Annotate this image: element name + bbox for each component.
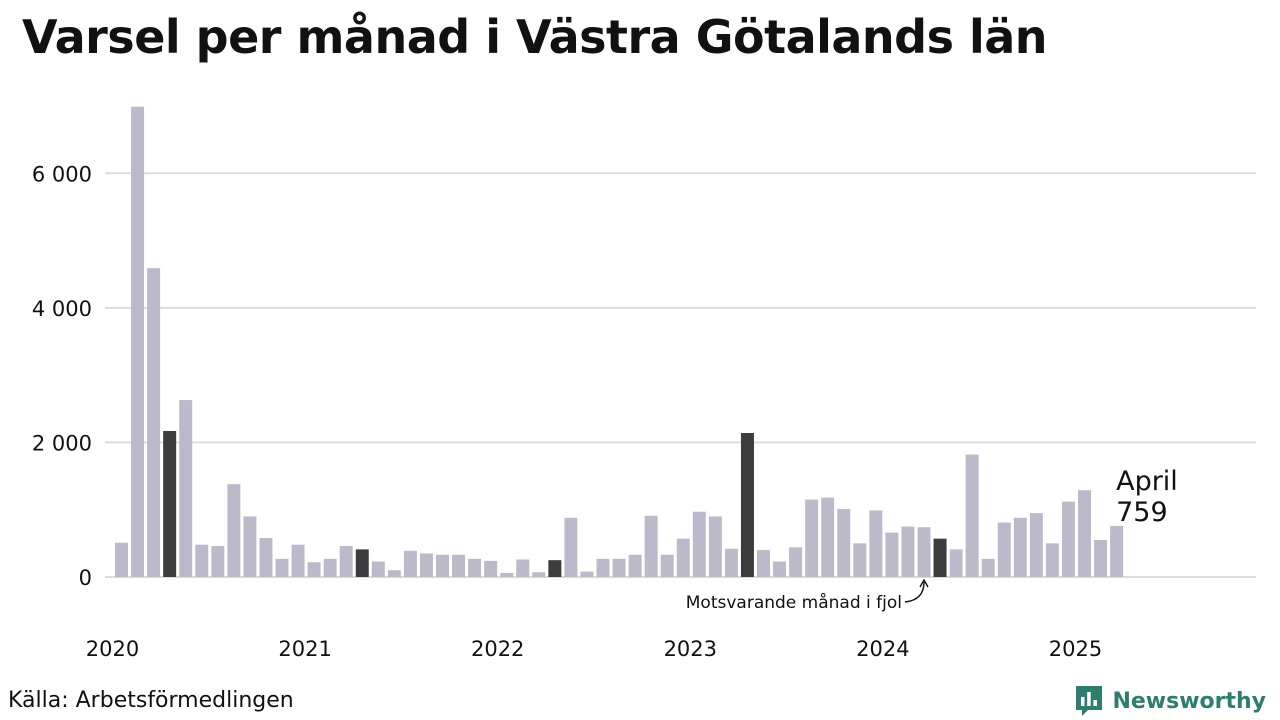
annotation-arrowhead bbox=[919, 578, 929, 588]
bar bbox=[484, 560, 498, 577]
bar bbox=[676, 538, 690, 577]
brand-name: Newsworthy bbox=[1112, 688, 1266, 714]
y-axis-labels: 0 2 000 4 000 6 000 bbox=[32, 162, 92, 590]
bar bbox=[243, 516, 257, 577]
bar bbox=[387, 570, 401, 577]
bar bbox=[468, 558, 482, 577]
x-tick-label: 2025 bbox=[1049, 637, 1102, 661]
bar bbox=[981, 558, 995, 577]
bar bbox=[227, 484, 241, 577]
callout-value: 759 bbox=[1116, 497, 1168, 528]
bar bbox=[323, 558, 337, 577]
bar bbox=[1078, 490, 1091, 577]
bar bbox=[692, 511, 706, 577]
bar bbox=[339, 546, 353, 577]
brand-logo: Newsworthy bbox=[1074, 684, 1266, 718]
source-note: Källa: Arbetsförmedlingen bbox=[8, 688, 294, 713]
bar bbox=[1013, 517, 1027, 577]
bar bbox=[949, 549, 963, 577]
bar bbox=[757, 550, 770, 577]
bar bbox=[163, 430, 177, 577]
bar bbox=[131, 106, 145, 578]
bar bbox=[1061, 501, 1075, 577]
bar bbox=[837, 509, 851, 577]
bar bbox=[901, 526, 915, 577]
bar bbox=[147, 268, 161, 577]
bar bbox=[1029, 513, 1043, 577]
bar bbox=[805, 499, 819, 577]
bar bbox=[179, 400, 193, 577]
x-tick-label: 2022 bbox=[471, 637, 524, 661]
bar bbox=[596, 558, 610, 577]
bar-chart-bubble-icon bbox=[1076, 686, 1103, 716]
bar bbox=[115, 542, 128, 577]
x-tick-label: 2023 bbox=[664, 637, 717, 661]
bar bbox=[789, 547, 803, 577]
bar bbox=[997, 522, 1011, 577]
bar bbox=[660, 554, 674, 577]
x-tick-label: 2024 bbox=[856, 637, 909, 661]
x-tick-label: 2020 bbox=[86, 637, 139, 661]
bar bbox=[516, 559, 530, 577]
bar bbox=[1045, 543, 1059, 577]
bar bbox=[724, 548, 738, 577]
bar bbox=[612, 558, 626, 577]
bar bbox=[885, 532, 899, 577]
bars bbox=[115, 106, 1124, 578]
bar bbox=[291, 544, 305, 577]
bar bbox=[403, 550, 417, 577]
bar bbox=[917, 527, 931, 577]
bar bbox=[853, 543, 867, 577]
bar bbox=[436, 554, 449, 577]
annotation-text: Motsvarande månad i fjol bbox=[686, 592, 902, 613]
bar bbox=[259, 537, 273, 577]
chart-title: Varsel per månad i Västra Götalands län bbox=[22, 10, 1048, 64]
bar bbox=[419, 553, 433, 577]
bar bbox=[195, 544, 209, 577]
y-tick-label: 0 bbox=[79, 566, 92, 590]
bar bbox=[371, 561, 385, 577]
bar bbox=[933, 538, 947, 577]
bar bbox=[869, 510, 883, 577]
bar bbox=[628, 554, 642, 577]
bar bbox=[452, 554, 466, 577]
y-tick-label: 2 000 bbox=[32, 431, 92, 455]
bar bbox=[307, 562, 321, 577]
x-axis-labels: 2020 2021 2022 2023 2024 2025 bbox=[86, 637, 1102, 661]
bar bbox=[708, 516, 722, 577]
bar bbox=[564, 517, 578, 577]
y-tick-label: 6 000 bbox=[32, 162, 92, 186]
bar bbox=[355, 549, 369, 577]
bar bbox=[965, 454, 979, 577]
annotation-arrow bbox=[904, 581, 925, 603]
bar bbox=[211, 546, 225, 577]
x-tick-label: 2021 bbox=[278, 637, 331, 661]
bar bbox=[532, 572, 546, 577]
bar bbox=[821, 497, 835, 577]
bar bbox=[580, 571, 594, 577]
bar bbox=[773, 561, 787, 577]
bar bbox=[548, 560, 562, 577]
bar bbox=[1110, 525, 1124, 577]
bar bbox=[275, 558, 289, 577]
bar bbox=[500, 572, 514, 577]
bar bbox=[644, 515, 658, 577]
callout-label: April bbox=[1116, 466, 1178, 497]
bar bbox=[740, 433, 754, 577]
annotation: Motsvarande månad i fjol bbox=[686, 578, 929, 613]
bar bbox=[1094, 539, 1108, 577]
y-tick-label: 4 000 bbox=[32, 297, 92, 321]
